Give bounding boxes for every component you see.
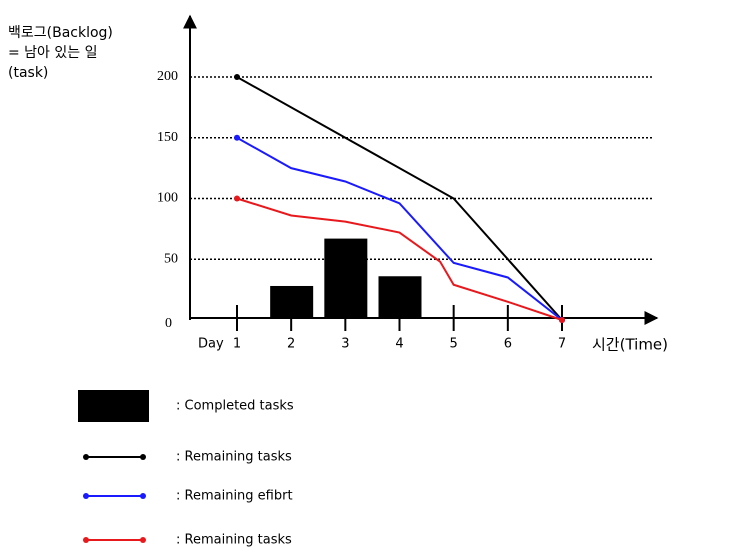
y-tick-label: 100 — [157, 191, 178, 206]
series-line — [236, 197, 563, 321]
legend-label: : Remaining tasks — [176, 533, 292, 548]
series-line — [236, 136, 563, 321]
end-point — [559, 317, 565, 323]
x-tick-label: 7 — [558, 337, 566, 352]
x-tick-label: 1 — [233, 337, 241, 352]
bar — [270, 285, 314, 318]
legend-dot — [140, 493, 146, 499]
legend-dot — [83, 454, 89, 460]
legend-label: : Remaining efibrt — [176, 489, 293, 504]
end-point — [234, 134, 240, 141]
grid — [190, 76, 652, 260]
legend-dot — [140, 454, 146, 460]
x-tick-label: 3 — [341, 337, 349, 352]
y-tick-label: 50 — [164, 251, 178, 266]
y-tick-label: 150 — [157, 130, 178, 145]
y-tick-label: 0 — [165, 316, 172, 331]
x-tick-label: 2 — [287, 337, 295, 352]
legend-dot — [83, 537, 89, 543]
x-prefix: Day — [198, 337, 224, 352]
x-tick-label: 5 — [450, 337, 458, 352]
legend-label: : Remaining tasks — [176, 450, 292, 465]
y-axis-label: 백로그(Backlog) — [8, 25, 113, 41]
legend-dot — [140, 537, 146, 543]
x-tick-label: 6 — [504, 337, 512, 352]
end-point — [234, 74, 240, 80]
y-axis-label: = 남아 있는 일 — [8, 45, 97, 61]
legend-dot — [83, 493, 89, 499]
end-point — [234, 195, 240, 202]
legend-label: : Completed tasks — [176, 399, 294, 414]
bar — [324, 238, 368, 318]
legend-swatch — [78, 390, 149, 422]
bar — [378, 276, 422, 318]
x-tick-label: 4 — [395, 337, 403, 352]
x-axis-label: 시간(Time) — [592, 336, 668, 354]
series-line — [236, 76, 563, 321]
y-axis-label: (task) — [8, 65, 48, 81]
y-tick-label: 200 — [157, 69, 178, 84]
